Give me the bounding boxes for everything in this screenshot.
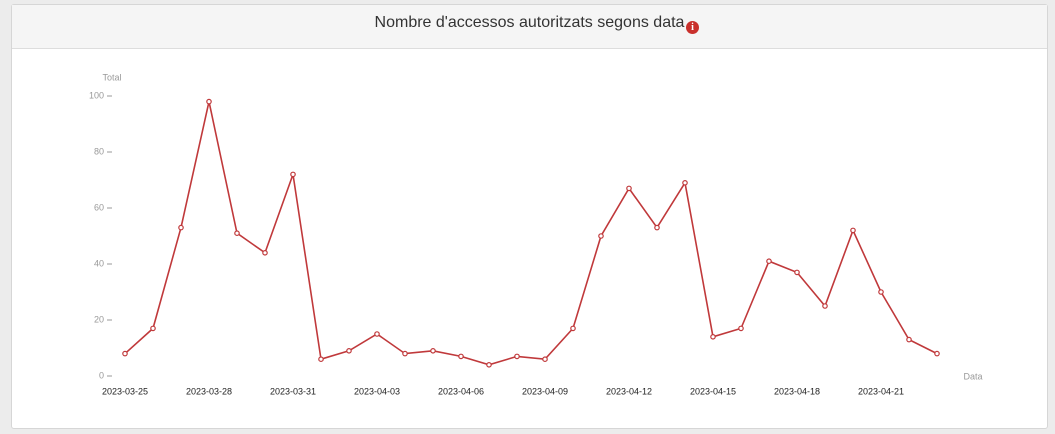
point [570, 325, 576, 332]
panel-header: Nombre d'accessos autoritzats segons dat… [12, 5, 1047, 49]
point [346, 347, 352, 354]
point [598, 233, 604, 239]
y-tick-label: 20 [94, 314, 104, 324]
x-tick-label: 2023-03-28 [186, 386, 232, 396]
point [542, 356, 548, 363]
x-tick-label: 2023-03-25 [102, 386, 148, 396]
x-axis-label: Data [963, 371, 982, 381]
point [626, 185, 632, 192]
point [766, 258, 772, 265]
point [458, 353, 464, 360]
info-icon[interactable]: i [686, 21, 699, 34]
point [290, 171, 296, 178]
point [878, 289, 884, 295]
y-axis-label: Total [102, 72, 121, 82]
y-tick-label: 40 [94, 258, 104, 268]
point [934, 350, 940, 357]
point [430, 347, 436, 354]
chart-title: Nombre d'accessos autoritzats segons dat… [374, 14, 685, 31]
x-tick-label: 2023-04-03 [354, 386, 400, 396]
x-tick-label: 2023-04-09 [522, 386, 568, 396]
y-tick-label: 100 [89, 90, 104, 100]
x-tick-label: 2023-04-15 [690, 386, 736, 396]
y-tick-label: 80 [94, 146, 104, 156]
point [710, 333, 716, 340]
point [178, 224, 184, 231]
x-tick-label: 2023-04-21 [858, 386, 904, 396]
point [794, 269, 800, 276]
y-tick-label: 0 [99, 370, 104, 380]
point [318, 356, 324, 363]
point [850, 227, 856, 234]
x-tick-label: 2023-03-31 [270, 386, 316, 396]
x-tick-label: 2023-04-06 [438, 386, 484, 396]
point [654, 224, 660, 231]
point [486, 361, 492, 368]
y-tick-label: 60 [94, 202, 104, 212]
point [738, 325, 744, 332]
point [906, 336, 912, 343]
x-tick-label: 2023-04-18 [774, 386, 820, 396]
point [150, 325, 156, 332]
point [682, 180, 688, 186]
point [822, 303, 828, 309]
line [124, 101, 938, 366]
x-tick-label: 2023-04-12 [606, 386, 652, 396]
point [262, 250, 268, 256]
point [234, 230, 240, 237]
point [122, 350, 128, 357]
point [402, 350, 408, 357]
point [514, 353, 520, 360]
point [206, 98, 212, 105]
point [374, 331, 380, 337]
